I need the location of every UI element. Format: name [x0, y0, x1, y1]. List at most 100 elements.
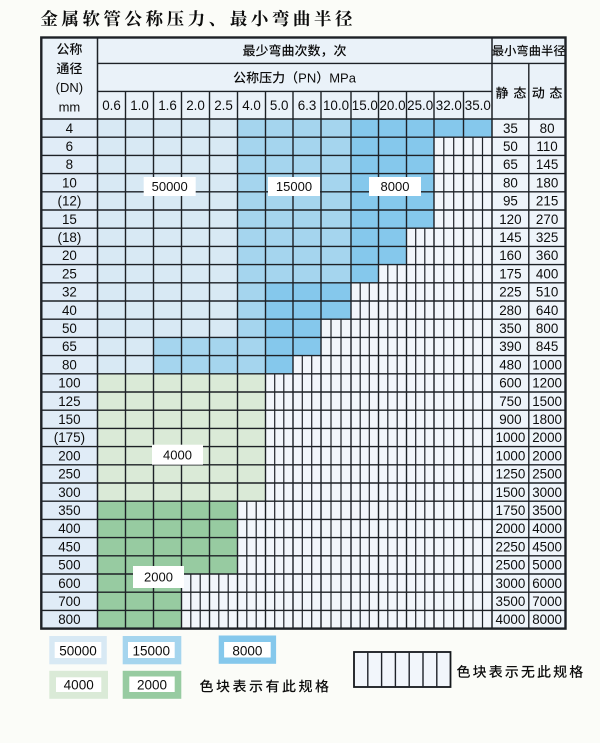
- svg-text:350: 350: [58, 503, 80, 518]
- svg-text:3000: 3000: [496, 576, 526, 591]
- svg-text:900: 900: [499, 412, 521, 427]
- svg-text:200: 200: [58, 448, 80, 463]
- svg-text:1250: 1250: [496, 467, 526, 482]
- svg-text:800: 800: [58, 612, 80, 627]
- svg-text:50000: 50000: [59, 644, 97, 659]
- svg-text:1000: 1000: [496, 430, 526, 445]
- svg-text:145: 145: [536, 157, 558, 172]
- svg-text:640: 640: [536, 303, 558, 318]
- svg-text:250: 250: [58, 467, 80, 482]
- svg-text:PN: PN: [298, 70, 316, 85]
- svg-text:(175): (175): [54, 430, 85, 445]
- svg-text:80: 80: [62, 357, 77, 372]
- svg-text:6: 6: [66, 139, 73, 154]
- svg-text:4500: 4500: [532, 539, 562, 554]
- svg-text:10: 10: [62, 175, 77, 190]
- svg-text:1000: 1000: [532, 357, 562, 372]
- svg-text:3500: 3500: [532, 503, 562, 518]
- svg-text:500: 500: [58, 558, 80, 573]
- svg-text:8000: 8000: [381, 179, 410, 194]
- svg-text:600: 600: [58, 576, 80, 591]
- svg-text:2500: 2500: [532, 467, 562, 482]
- svg-text:6.3: 6.3: [298, 98, 317, 113]
- svg-text:15.0: 15.0: [352, 98, 378, 113]
- svg-text:15: 15: [62, 212, 77, 227]
- svg-text:125: 125: [58, 394, 80, 409]
- svg-text:360: 360: [536, 248, 558, 263]
- svg-text:2500: 2500: [496, 558, 526, 573]
- svg-text:600: 600: [499, 376, 521, 391]
- svg-text:750: 750: [499, 394, 521, 409]
- svg-text:300: 300: [58, 485, 80, 500]
- svg-text:50: 50: [62, 321, 77, 336]
- svg-text:(18): (18): [57, 230, 81, 245]
- svg-text:390: 390: [499, 339, 521, 354]
- svg-text:2000: 2000: [144, 570, 173, 585]
- svg-text:mm: mm: [59, 99, 81, 114]
- svg-text:5.0: 5.0: [270, 98, 289, 113]
- svg-text:5000: 5000: [532, 558, 562, 573]
- svg-text:1.0: 1.0: [130, 98, 149, 113]
- svg-text:2000: 2000: [496, 521, 526, 536]
- svg-text:4000: 4000: [496, 612, 526, 627]
- svg-text:1000: 1000: [496, 448, 526, 463]
- svg-text:10.0: 10.0: [323, 98, 349, 113]
- svg-text:2000: 2000: [137, 678, 167, 693]
- svg-text:35.0: 35.0: [465, 98, 491, 113]
- svg-text:35: 35: [503, 121, 518, 136]
- svg-text:510: 510: [536, 285, 558, 300]
- svg-text:1.6: 1.6: [158, 98, 177, 113]
- svg-text:15000: 15000: [276, 179, 312, 194]
- svg-text:2.0: 2.0: [186, 98, 205, 113]
- svg-text:4000: 4000: [64, 678, 94, 693]
- svg-text:25: 25: [62, 266, 77, 281]
- svg-text:1500: 1500: [532, 394, 562, 409]
- svg-text:6000: 6000: [532, 576, 562, 591]
- svg-text:2000: 2000: [532, 448, 562, 463]
- svg-text:110: 110: [536, 139, 557, 154]
- svg-text:0.6: 0.6: [102, 98, 121, 113]
- svg-text:50000: 50000: [152, 179, 188, 194]
- svg-text:50: 50: [503, 139, 518, 154]
- svg-text:8000: 8000: [232, 644, 262, 659]
- svg-text:450: 450: [58, 539, 80, 554]
- svg-text:325: 325: [536, 230, 558, 245]
- svg-text:32: 32: [62, 285, 77, 300]
- svg-text:4000: 4000: [163, 447, 192, 462]
- svg-text:480: 480: [499, 357, 521, 372]
- svg-text:32.0: 32.0: [436, 98, 462, 113]
- svg-text:4: 4: [66, 121, 74, 136]
- svg-text:25.0: 25.0: [407, 98, 433, 113]
- svg-text:80: 80: [503, 175, 518, 190]
- svg-text:40: 40: [62, 303, 77, 318]
- svg-text:1200: 1200: [532, 376, 562, 391]
- svg-text:145: 145: [499, 230, 521, 245]
- svg-text:4.0: 4.0: [242, 98, 261, 113]
- svg-text:280: 280: [499, 303, 521, 318]
- svg-text:100: 100: [58, 376, 80, 391]
- svg-text:20: 20: [62, 248, 77, 263]
- svg-text:80: 80: [540, 121, 555, 136]
- svg-text:7000: 7000: [532, 594, 562, 609]
- svg-text:1750: 1750: [496, 503, 526, 518]
- svg-text:160: 160: [499, 248, 521, 263]
- svg-text:350: 350: [499, 321, 521, 336]
- svg-text:845: 845: [536, 339, 558, 354]
- svg-text:(DN): (DN): [56, 80, 83, 95]
- svg-text:180: 180: [536, 175, 558, 190]
- svg-text:700: 700: [58, 594, 80, 609]
- svg-text:400: 400: [536, 266, 558, 281]
- svg-text:4000: 4000: [532, 521, 562, 536]
- svg-text:3500: 3500: [496, 594, 526, 609]
- svg-text:95: 95: [503, 194, 518, 209]
- svg-text:270: 270: [536, 212, 558, 227]
- svg-text:400: 400: [58, 521, 80, 536]
- svg-text:215: 215: [536, 194, 558, 209]
- svg-text:225: 225: [499, 285, 521, 300]
- svg-text:2250: 2250: [496, 539, 526, 554]
- svg-text:2.5: 2.5: [214, 98, 233, 113]
- svg-text:3000: 3000: [532, 485, 562, 500]
- svg-text:150: 150: [58, 412, 80, 427]
- svg-text:MPa: MPa: [329, 70, 357, 85]
- svg-text:800: 800: [536, 321, 558, 336]
